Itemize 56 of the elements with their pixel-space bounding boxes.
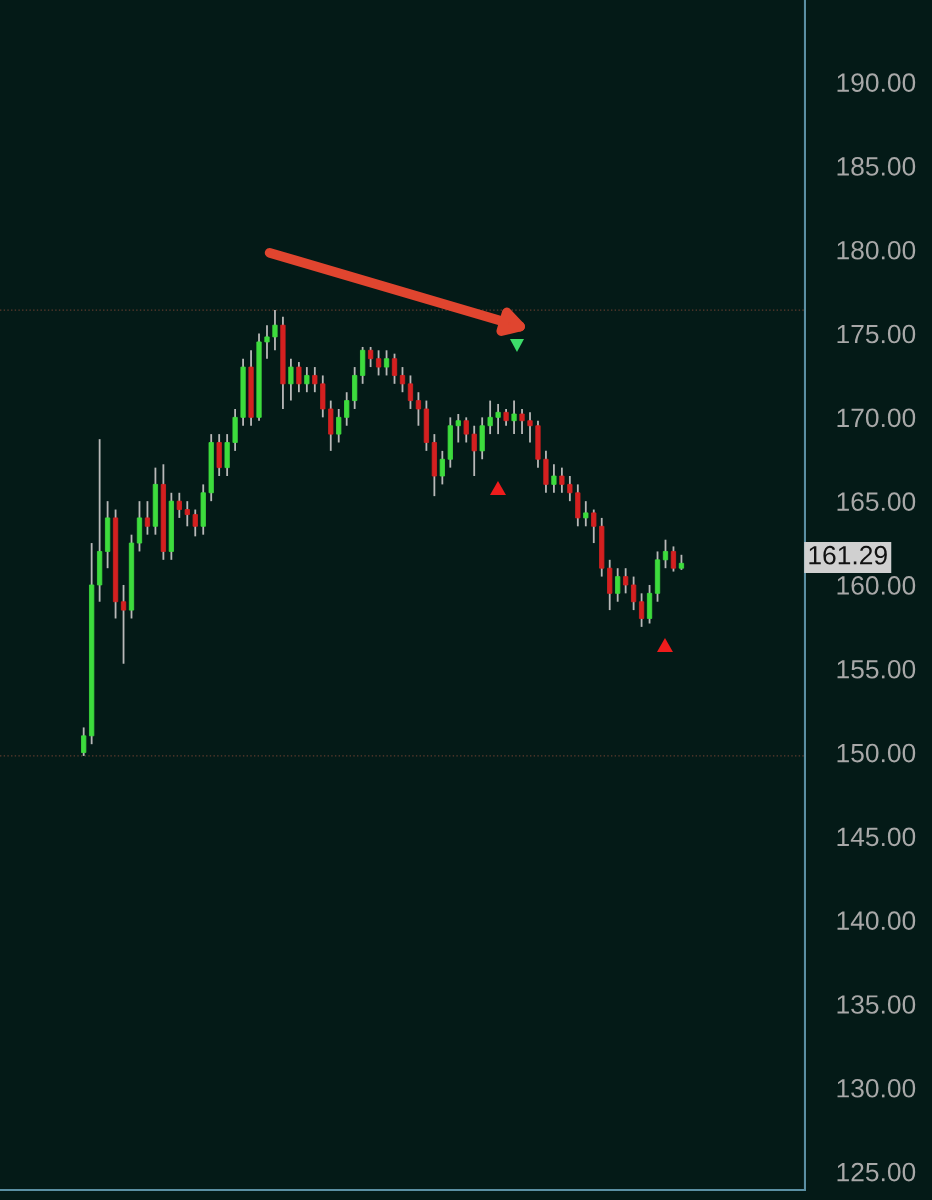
candlestick xyxy=(670,545,677,573)
candlestick xyxy=(415,391,422,427)
candlestick xyxy=(559,466,565,494)
y-tick-label: 160.00 xyxy=(837,576,916,595)
candlestick xyxy=(81,726,87,757)
candlestick xyxy=(144,500,151,536)
y-tick-label: 140.00 xyxy=(837,911,916,931)
candlestick xyxy=(176,491,182,519)
y-tick-label: 145.00 xyxy=(837,827,916,847)
candlestick xyxy=(399,366,406,394)
candlestick xyxy=(511,399,517,436)
candlestick xyxy=(407,374,414,410)
candlestick xyxy=(120,584,127,665)
candlestick xyxy=(344,391,350,427)
candlestick xyxy=(439,449,445,486)
candlestick xyxy=(367,346,374,368)
candlestick xyxy=(288,357,294,402)
candlestick xyxy=(272,309,278,352)
text: 161.29 xyxy=(809,545,887,565)
candlestick xyxy=(638,592,645,628)
y-tick-label: 190.00 xyxy=(837,73,916,92)
y-tick-label: 130.00 xyxy=(837,1078,916,1098)
y-tick-label: 185.00 xyxy=(837,157,916,176)
candlestick xyxy=(192,508,198,538)
candlestick xyxy=(383,349,390,377)
candlestick xyxy=(312,366,318,394)
candlestick xyxy=(495,403,501,436)
candlestick xyxy=(336,408,342,444)
candlestick xyxy=(662,538,669,570)
candlestick xyxy=(296,361,302,394)
candlestick xyxy=(391,352,398,385)
y-tick-label: 125.00 xyxy=(837,1162,916,1182)
candlestick xyxy=(519,408,525,436)
candlestick xyxy=(455,413,461,444)
candlestick xyxy=(527,411,533,444)
candlestick xyxy=(375,349,382,377)
candlestick xyxy=(463,416,469,444)
y-tick-label: 170.00 xyxy=(837,408,916,428)
candlestick xyxy=(591,508,597,544)
y-tick-label: 180.00 xyxy=(837,240,916,260)
candlestick xyxy=(631,575,637,612)
candlestick xyxy=(487,399,493,436)
candlestick xyxy=(567,475,573,503)
y-tick-label: 175.00 xyxy=(837,324,916,344)
y-tick-label: 150.00 xyxy=(837,743,916,763)
candlestick xyxy=(264,324,270,360)
y-tick-label: 135.00 xyxy=(837,995,916,1014)
y-tick-label: 155.00 xyxy=(837,659,916,679)
candlestick xyxy=(304,366,310,394)
y-tick-label: 165.00 xyxy=(837,492,916,511)
candlestick xyxy=(615,567,621,603)
candlestick xyxy=(623,567,629,595)
candlestick xyxy=(184,500,190,528)
candlestick xyxy=(471,424,477,477)
candlestick xyxy=(583,500,589,528)
candlestick xyxy=(551,463,557,494)
